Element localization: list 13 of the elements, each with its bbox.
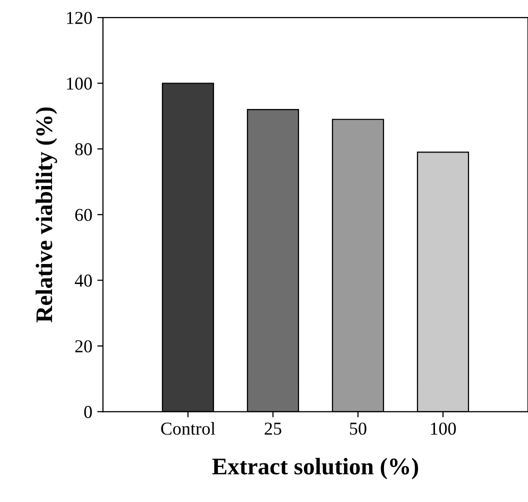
x-tick-label: 50 (350, 422, 366, 435)
y-tick-label: 20 (75, 340, 92, 352)
y-tick-label: 0 (84, 406, 92, 418)
x-tick-label: 25 (264, 422, 282, 435)
x-axis-title: Extract solution (%) (212, 458, 418, 480)
x-tick-label: Control (161, 422, 216, 435)
y-tick-label: 40 (74, 274, 92, 287)
y-axis-title: Relative viability (%) (36, 107, 58, 322)
x-tick-label: 100 (431, 422, 456, 435)
y-tick-label: 100 (67, 78, 92, 90)
y-tick-label: 80 (75, 143, 92, 156)
y-tick-label: 60 (75, 208, 92, 222)
y-tick-label: 120 (67, 12, 92, 24)
